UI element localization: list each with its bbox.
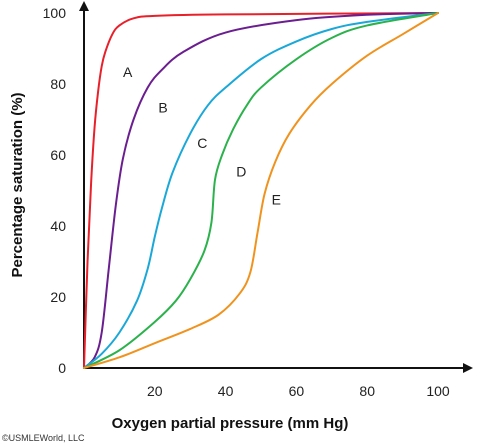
x-axis-title: Oxygen partial pressure (mm Hg) [112, 415, 349, 432]
y-tick-label: 20 [50, 289, 66, 305]
x-tick-label: 80 [359, 383, 375, 399]
y-tick-label: 80 [50, 76, 66, 92]
y-tick-label: 100 [43, 5, 67, 21]
y-axis-title: Percentage saturation (%) [9, 92, 26, 277]
y-tick-label: 0 [58, 360, 66, 376]
curve-label-c: C [197, 135, 207, 151]
curve-c [83, 12, 439, 369]
y-tick-label: 40 [50, 218, 66, 234]
curve-a [83, 12, 439, 369]
axes [79, 1, 473, 373]
curve-labels: A B C D E [123, 64, 281, 208]
x-tick-label: 20 [147, 383, 163, 399]
x-tick-label: 40 [218, 383, 234, 399]
x-tick-labels: 20 40 60 80 100 [147, 383, 450, 399]
curve-label-a: A [123, 64, 133, 80]
copyright-text: ©USMLEWorld, LLC [2, 433, 85, 443]
curve-d [83, 12, 439, 369]
y-tick-label: 60 [50, 147, 66, 163]
curve-b [83, 12, 439, 369]
curve-label-b: B [158, 99, 167, 115]
x-tick-label: 100 [426, 383, 450, 399]
curve-label-e: E [272, 192, 281, 208]
x-tick-label: 60 [289, 383, 305, 399]
dissociation-curves [83, 12, 439, 369]
y-tick-labels: 0 20 40 60 80 100 [43, 5, 67, 376]
curve-label-d: D [236, 163, 246, 179]
curve-e [83, 12, 439, 369]
